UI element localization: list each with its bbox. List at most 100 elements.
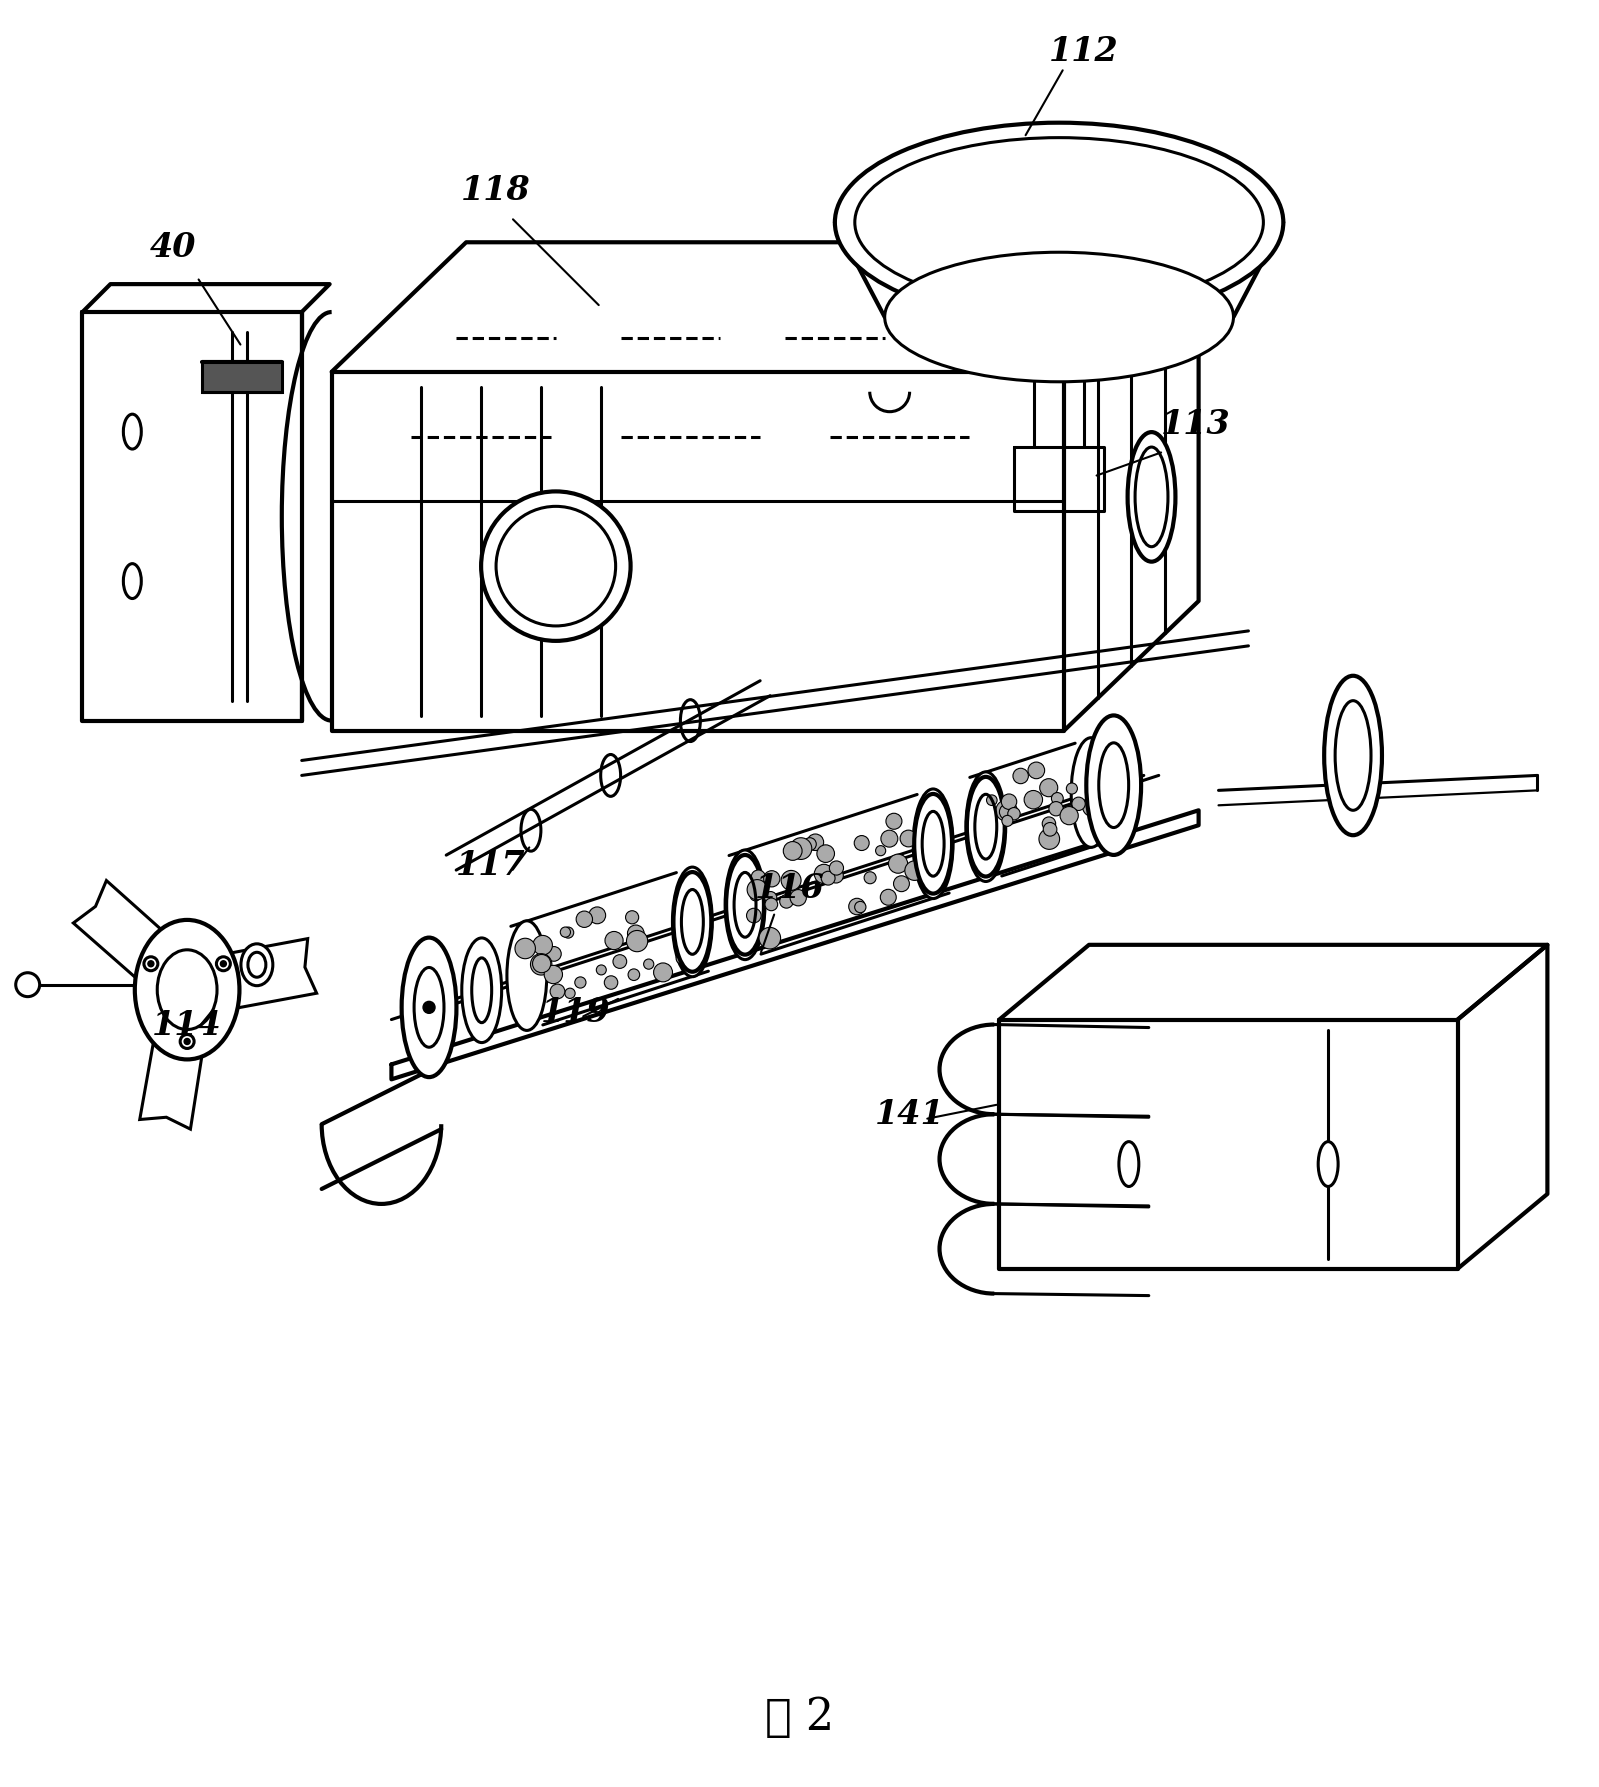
Ellipse shape: [1324, 675, 1382, 835]
Ellipse shape: [1119, 1142, 1138, 1187]
Circle shape: [673, 901, 692, 919]
Circle shape: [900, 831, 916, 847]
Circle shape: [1039, 829, 1060, 849]
Circle shape: [863, 872, 876, 885]
Circle shape: [790, 890, 806, 906]
Circle shape: [894, 876, 910, 892]
Ellipse shape: [1071, 738, 1111, 847]
Circle shape: [550, 985, 564, 999]
Circle shape: [764, 892, 777, 904]
Circle shape: [1007, 808, 1020, 820]
Circle shape: [814, 865, 833, 883]
Circle shape: [563, 927, 574, 938]
Ellipse shape: [134, 920, 240, 1060]
Ellipse shape: [462, 938, 502, 1042]
Text: 118: 118: [461, 175, 531, 207]
Circle shape: [780, 895, 793, 908]
Circle shape: [676, 952, 688, 963]
Ellipse shape: [157, 951, 217, 1029]
Ellipse shape: [1086, 715, 1142, 854]
Circle shape: [849, 899, 865, 915]
Circle shape: [911, 867, 924, 877]
Circle shape: [803, 838, 815, 851]
Circle shape: [654, 963, 673, 981]
Circle shape: [532, 935, 552, 954]
Circle shape: [782, 870, 801, 890]
Circle shape: [184, 1038, 190, 1044]
Circle shape: [747, 908, 761, 922]
Text: 116: 116: [755, 872, 825, 904]
Circle shape: [987, 795, 998, 806]
Circle shape: [1049, 802, 1063, 817]
Circle shape: [221, 961, 227, 967]
Polygon shape: [201, 361, 281, 391]
Circle shape: [547, 947, 561, 961]
Ellipse shape: [966, 772, 1006, 881]
Circle shape: [876, 845, 886, 856]
Circle shape: [604, 931, 624, 949]
Circle shape: [999, 804, 1015, 820]
Circle shape: [627, 931, 648, 952]
Circle shape: [16, 972, 40, 997]
Ellipse shape: [724, 851, 764, 960]
Circle shape: [481, 491, 630, 642]
Text: 141: 141: [875, 1099, 945, 1131]
Circle shape: [644, 960, 654, 969]
Circle shape: [627, 926, 644, 942]
Circle shape: [515, 938, 536, 958]
Circle shape: [891, 856, 902, 868]
Circle shape: [1028, 761, 1044, 779]
Circle shape: [764, 870, 780, 886]
Circle shape: [596, 965, 606, 976]
Ellipse shape: [835, 123, 1284, 322]
Circle shape: [181, 1035, 193, 1049]
Ellipse shape: [241, 944, 273, 986]
Circle shape: [752, 870, 766, 885]
Circle shape: [830, 861, 844, 876]
Circle shape: [1083, 795, 1103, 817]
Circle shape: [216, 956, 230, 970]
Circle shape: [747, 879, 768, 899]
Circle shape: [1012, 768, 1028, 784]
Ellipse shape: [913, 790, 953, 899]
Ellipse shape: [673, 872, 712, 972]
Text: 图 2: 图 2: [766, 1696, 835, 1739]
Ellipse shape: [401, 938, 456, 1078]
Circle shape: [784, 842, 803, 860]
Circle shape: [544, 965, 563, 983]
Circle shape: [576, 911, 593, 927]
Circle shape: [819, 865, 831, 879]
Circle shape: [144, 956, 158, 970]
Circle shape: [1052, 793, 1063, 804]
Circle shape: [889, 854, 908, 874]
Circle shape: [881, 890, 897, 906]
Circle shape: [1039, 779, 1059, 797]
Ellipse shape: [673, 867, 712, 977]
Circle shape: [996, 801, 1017, 822]
Circle shape: [1071, 797, 1086, 811]
Circle shape: [1004, 804, 1017, 818]
Circle shape: [564, 988, 576, 999]
Circle shape: [628, 969, 640, 981]
Circle shape: [881, 831, 897, 847]
Ellipse shape: [915, 793, 951, 894]
Text: 119: 119: [540, 995, 611, 1029]
Circle shape: [886, 813, 902, 829]
Circle shape: [817, 845, 835, 863]
Text: 113: 113: [1161, 407, 1231, 441]
Ellipse shape: [884, 252, 1233, 382]
Circle shape: [807, 835, 823, 851]
Circle shape: [854, 901, 867, 913]
Circle shape: [147, 961, 154, 967]
Circle shape: [1060, 806, 1078, 826]
Ellipse shape: [726, 854, 764, 954]
Circle shape: [424, 1001, 435, 1013]
Polygon shape: [227, 938, 317, 1008]
Circle shape: [828, 868, 843, 883]
Circle shape: [750, 890, 761, 901]
Text: 114: 114: [152, 1008, 222, 1042]
Text: 117: 117: [456, 849, 526, 883]
Circle shape: [1043, 817, 1055, 831]
Ellipse shape: [967, 777, 1004, 876]
Polygon shape: [74, 881, 168, 977]
